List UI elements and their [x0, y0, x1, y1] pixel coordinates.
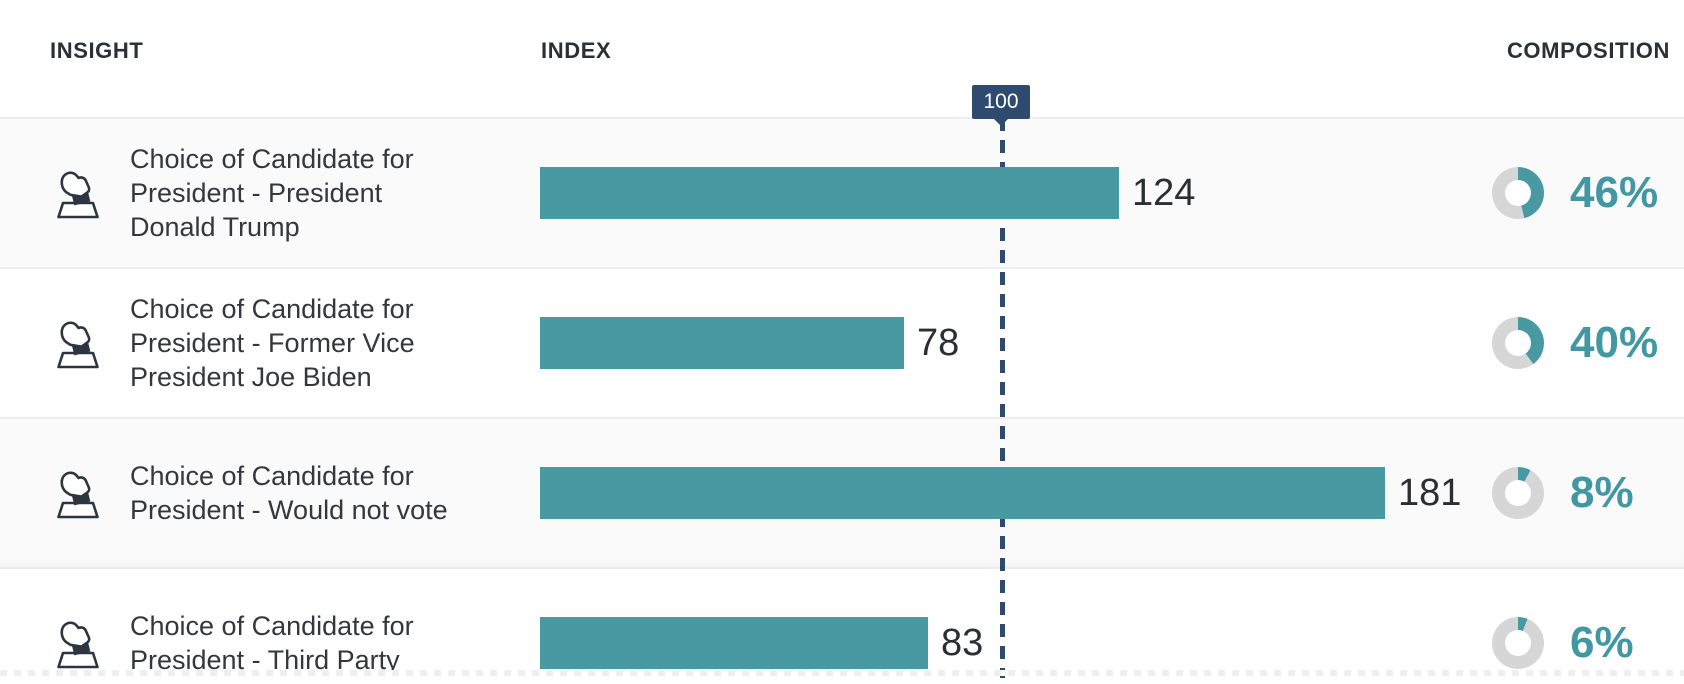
insight-cell: Choice of Candidate for President - Pres… [0, 119, 540, 267]
index-value: 78 [917, 321, 960, 364]
donut-hole [1505, 480, 1531, 506]
donut-hole [1505, 180, 1531, 206]
table-row: Choice of Candidate for President - Woul… [0, 417, 1684, 567]
index-value: 124 [1132, 171, 1196, 214]
ballot-box-icon [54, 616, 102, 670]
donut-hole [1505, 630, 1531, 656]
insight-label: Choice of Candidate for President - Form… [130, 294, 415, 392]
reference-value-badge: 100 [972, 85, 1030, 126]
composition-donut[interactable] [1492, 467, 1544, 519]
insight-cell: Choice of Candidate for President - Woul… [0, 419, 540, 567]
composition-value: 40% [1570, 318, 1659, 367]
composition-value: 46% [1570, 168, 1659, 217]
composition-cell: 8% [1492, 419, 1684, 567]
index-bar[interactable] [540, 317, 904, 369]
insight-rows: Choice of Candidate for President - Pres… [0, 117, 1684, 684]
index-bar[interactable] [540, 617, 928, 669]
insight-label: Choice of Candidate for President - Pres… [130, 144, 414, 242]
index-cell: 83 [540, 569, 1684, 684]
composition-value: 8% [1570, 468, 1634, 517]
composition-donut[interactable] [1492, 317, 1544, 369]
composition-cell: 46% [1492, 119, 1684, 267]
insight-label: Choice of Candidate for President - Thir… [130, 611, 414, 675]
ballot-box-icon [54, 466, 102, 520]
index-value: 83 [941, 621, 984, 664]
composition-cell: 6% [1492, 569, 1684, 684]
table-row: Choice of Candidate for President - Pres… [0, 117, 1684, 267]
composition-value: 6% [1570, 618, 1634, 667]
table-row: Choice of Candidate for President - Thir… [0, 567, 1684, 684]
bottom-separator [0, 670, 1684, 676]
index-bar[interactable] [540, 467, 1385, 519]
ballot-box-icon [54, 316, 102, 370]
table-header: INSIGHT INDEX COMPOSITION [0, 0, 1684, 117]
composition-cell: 40% [1492, 269, 1684, 417]
index-value: 181 [1398, 471, 1462, 514]
composition-donut[interactable] [1492, 167, 1544, 219]
insight-cell: Choice of Candidate for President - Thir… [0, 569, 540, 684]
index-bar[interactable] [540, 167, 1119, 219]
column-header-insight: INSIGHT [50, 38, 144, 63]
index-cell: 181 [540, 419, 1684, 567]
reference-dashed-line [1000, 118, 1005, 678]
index-cell: 78 [540, 269, 1684, 417]
composition-donut[interactable] [1492, 617, 1544, 669]
index-cell: 124 [540, 119, 1684, 267]
insight-label: Choice of Candidate for President - Woul… [130, 461, 448, 525]
ballot-box-icon [54, 166, 102, 220]
donut-hole [1505, 330, 1531, 356]
column-header-composition: COMPOSITION [1506, 38, 1670, 63]
column-header-index: INDEX [541, 38, 612, 63]
insight-cell: Choice of Candidate for President - Form… [0, 269, 540, 417]
table-row: Choice of Candidate for President - Form… [0, 267, 1684, 417]
